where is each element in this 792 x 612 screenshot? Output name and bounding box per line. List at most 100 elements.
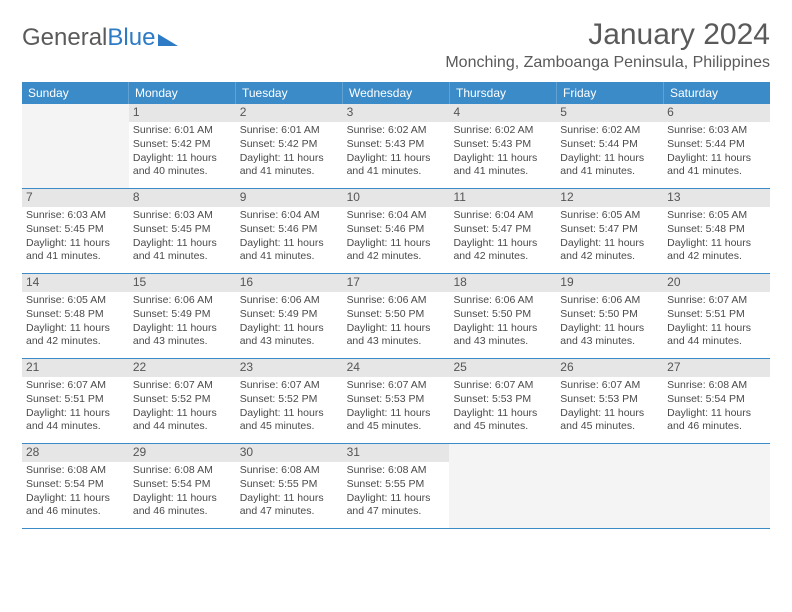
- daylight-text: Daylight: 11 hours and 41 minutes.: [453, 152, 552, 180]
- daylight-text: Daylight: 11 hours and 42 minutes.: [667, 237, 766, 265]
- day-cell: 8Sunrise: 6:03 AMSunset: 5:45 PMDaylight…: [129, 189, 236, 273]
- day-number: 7: [22, 189, 129, 207]
- calendar-grid: SundayMondayTuesdayWednesdayThursdayFrid…: [22, 82, 770, 529]
- brand-logo: GeneralBlue: [22, 24, 178, 52]
- sunset-text: Sunset: 5:46 PM: [240, 223, 339, 237]
- day-number: 18: [449, 274, 556, 292]
- day-cell: 23Sunrise: 6:07 AMSunset: 5:52 PMDayligh…: [236, 359, 343, 443]
- sunset-text: Sunset: 5:48 PM: [667, 223, 766, 237]
- sunrise-text: Sunrise: 6:06 AM: [560, 294, 659, 308]
- day-cell: [556, 444, 663, 528]
- weekday-header-row: SundayMondayTuesdayWednesdayThursdayFrid…: [22, 82, 770, 104]
- day-cell: 19Sunrise: 6:06 AMSunset: 5:50 PMDayligh…: [556, 274, 663, 358]
- day-cell: 22Sunrise: 6:07 AMSunset: 5:52 PMDayligh…: [129, 359, 236, 443]
- page-header: GeneralBlue January 2024 Monching, Zambo…: [22, 18, 770, 72]
- daylight-text: Daylight: 11 hours and 45 minutes.: [240, 407, 339, 435]
- daylight-text: Daylight: 11 hours and 46 minutes.: [133, 492, 232, 520]
- day-cell: 4 Sunrise: 6:02 AMSunset: 5:43 PMDaylight…: [449, 104, 556, 188]
- sunrise-text: Sunrise: 6:02 AM: [560, 124, 659, 138]
- daylight-text: Daylight: 11 hours and 43 minutes.: [240, 322, 339, 350]
- daylight-text: Daylight: 11 hours and 41 minutes.: [347, 152, 446, 180]
- day-cell: 11Sunrise: 6:04 AMSunset: 5:47 PMDayligh…: [449, 189, 556, 273]
- daylight-text: Daylight: 11 hours and 41 minutes.: [560, 152, 659, 180]
- day-number: 29: [129, 444, 236, 462]
- day-number: 6: [663, 104, 770, 122]
- weekday-header: Wednesday: [343, 82, 450, 104]
- title-block: January 2024 Monching, Zamboanga Peninsu…: [445, 18, 770, 72]
- day-number: 13: [663, 189, 770, 207]
- sunrise-text: Sunrise: 6:07 AM: [667, 294, 766, 308]
- day-cell: 3Sunrise: 6:02 AMSunset: 5:43 PMDaylight…: [343, 104, 450, 188]
- daylight-text: Daylight: 11 hours and 41 minutes.: [26, 237, 125, 265]
- daylight-text: Daylight: 11 hours and 46 minutes.: [667, 407, 766, 435]
- location-text: Monching, Zamboanga Peninsula, Philippin…: [445, 54, 770, 72]
- sunrise-text: Sunrise: 6:04 AM: [453, 209, 552, 223]
- sunset-text: Sunset: 5:54 PM: [26, 478, 125, 492]
- day-number: 14: [22, 274, 129, 292]
- sunset-text: Sunset: 5:53 PM: [560, 393, 659, 407]
- sunset-text: Sunset: 5:49 PM: [133, 308, 232, 322]
- day-cell: 28Sunrise: 6:08 AMSunset: 5:54 PMDayligh…: [22, 444, 129, 528]
- day-cell: 27Sunrise: 6:08 AMSunset: 5:54 PMDayligh…: [663, 359, 770, 443]
- day-number: 23: [236, 359, 343, 377]
- daylight-text: Daylight: 11 hours and 41 minutes.: [133, 237, 232, 265]
- sunrise-text: Sunrise: 6:04 AM: [240, 209, 339, 223]
- weekday-header: Thursday: [450, 82, 557, 104]
- sunset-text: Sunset: 5:52 PM: [240, 393, 339, 407]
- daylight-text: Daylight: 11 hours and 41 minutes.: [240, 152, 339, 180]
- daylight-text: Daylight: 11 hours and 44 minutes.: [667, 322, 766, 350]
- sunrise-text: Sunrise: 6:08 AM: [347, 464, 446, 478]
- day-cell: [449, 444, 556, 528]
- sunrise-text: Sunrise: 6:02 AM: [453, 124, 552, 138]
- day-cell: 25Sunrise: 6:07 AMSunset: 5:53 PMDayligh…: [449, 359, 556, 443]
- sunset-text: Sunset: 5:43 PM: [453, 138, 552, 152]
- sunset-text: Sunset: 5:55 PM: [240, 478, 339, 492]
- weekday-header: Saturday: [664, 82, 770, 104]
- week-row: 21Sunrise: 6:07 AMSunset: 5:51 PMDayligh…: [22, 359, 770, 444]
- sunset-text: Sunset: 5:54 PM: [133, 478, 232, 492]
- day-number: 16: [236, 274, 343, 292]
- sunrise-text: Sunrise: 6:08 AM: [240, 464, 339, 478]
- daylight-text: Daylight: 11 hours and 41 minutes.: [240, 237, 339, 265]
- day-cell: 30Sunrise: 6:08 AMSunset: 5:55 PMDayligh…: [236, 444, 343, 528]
- daylight-text: Daylight: 11 hours and 41 minutes.: [667, 152, 766, 180]
- daylight-text: Daylight: 11 hours and 45 minutes.: [347, 407, 446, 435]
- day-cell: 7Sunrise: 6:03 AMSunset: 5:45 PMDaylight…: [22, 189, 129, 273]
- sunset-text: Sunset: 5:49 PM: [240, 308, 339, 322]
- weekday-header: Friday: [557, 82, 664, 104]
- day-cell: 10Sunrise: 6:04 AMSunset: 5:46 PMDayligh…: [343, 189, 450, 273]
- sunrise-text: Sunrise: 6:07 AM: [560, 379, 659, 393]
- day-cell: 14Sunrise: 6:05 AMSunset: 5:48 PMDayligh…: [22, 274, 129, 358]
- sunrise-text: Sunrise: 6:08 AM: [667, 379, 766, 393]
- day-number: 26: [556, 359, 663, 377]
- day-number: 27: [663, 359, 770, 377]
- sunset-text: Sunset: 5:48 PM: [26, 308, 125, 322]
- week-row: 14Sunrise: 6:05 AMSunset: 5:48 PMDayligh…: [22, 274, 770, 359]
- day-cell: 9 Sunrise: 6:04 AMSunset: 5:46 PMDaylight…: [236, 189, 343, 273]
- weekday-header: Sunday: [22, 82, 129, 104]
- sunrise-text: Sunrise: 6:06 AM: [240, 294, 339, 308]
- sunrise-text: Sunrise: 6:03 AM: [26, 209, 125, 223]
- day-cell: 16 Sunrise: 6:06 AMSunset: 5:49 PMDayligh…: [236, 274, 343, 358]
- day-number: 4: [449, 104, 556, 122]
- day-cell: 5Sunrise: 6:02 AMSunset: 5:44 PMDaylight…: [556, 104, 663, 188]
- sunrise-text: Sunrise: 6:06 AM: [133, 294, 232, 308]
- sunrise-text: Sunrise: 6:06 AM: [453, 294, 552, 308]
- sunrise-text: Sunrise: 6:08 AM: [133, 464, 232, 478]
- weekday-header: Monday: [129, 82, 236, 104]
- sunrise-text: Sunrise: 6:08 AM: [26, 464, 125, 478]
- daylight-text: Daylight: 11 hours and 45 minutes.: [453, 407, 552, 435]
- day-cell: [663, 444, 770, 528]
- month-title: January 2024: [445, 18, 770, 52]
- sunset-text: Sunset: 5:55 PM: [347, 478, 446, 492]
- sunrise-text: Sunrise: 6:03 AM: [667, 124, 766, 138]
- day-number: 20: [663, 274, 770, 292]
- day-number: 22: [129, 359, 236, 377]
- sunrise-text: Sunrise: 6:07 AM: [26, 379, 125, 393]
- day-number: 5: [556, 104, 663, 122]
- sunset-text: Sunset: 5:50 PM: [453, 308, 552, 322]
- day-number: 11: [449, 189, 556, 207]
- day-number: 9: [236, 189, 343, 207]
- sunset-text: Sunset: 5:53 PM: [347, 393, 446, 407]
- weeks-container: 1Sunrise: 6:01 AMSunset: 5:42 PMDaylight…: [22, 104, 770, 529]
